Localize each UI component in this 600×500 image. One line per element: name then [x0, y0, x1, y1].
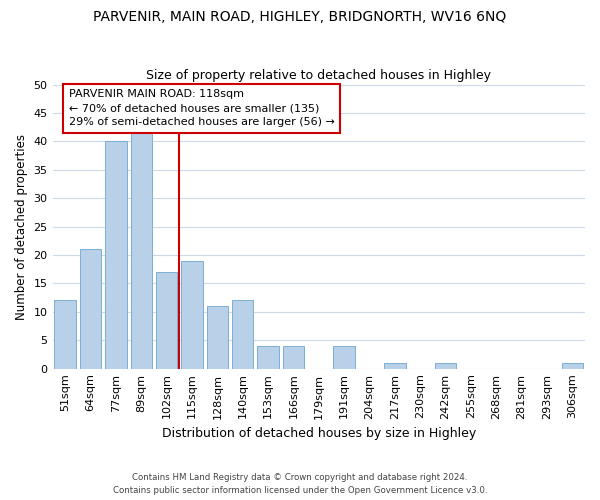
Bar — [181, 260, 203, 368]
Text: Contains HM Land Registry data © Crown copyright and database right 2024.
Contai: Contains HM Land Registry data © Crown c… — [113, 474, 487, 495]
Y-axis label: Number of detached properties: Number of detached properties — [15, 134, 28, 320]
Bar — [562, 363, 583, 368]
Title: Size of property relative to detached houses in Highley: Size of property relative to detached ho… — [146, 69, 491, 82]
Bar — [257, 346, 279, 368]
Bar — [206, 306, 228, 368]
Bar — [105, 142, 127, 368]
Bar — [384, 363, 406, 368]
Bar — [80, 250, 101, 368]
X-axis label: Distribution of detached houses by size in Highley: Distribution of detached houses by size … — [161, 427, 476, 440]
Bar — [283, 346, 304, 368]
Bar — [131, 130, 152, 368]
Bar — [435, 363, 457, 368]
Bar — [55, 300, 76, 368]
Bar — [156, 272, 178, 368]
Bar — [334, 346, 355, 368]
Bar — [232, 300, 253, 368]
Text: PARVENIR, MAIN ROAD, HIGHLEY, BRIDGNORTH, WV16 6NQ: PARVENIR, MAIN ROAD, HIGHLEY, BRIDGNORTH… — [94, 10, 506, 24]
Text: PARVENIR MAIN ROAD: 118sqm
← 70% of detached houses are smaller (135)
29% of sem: PARVENIR MAIN ROAD: 118sqm ← 70% of deta… — [69, 89, 335, 127]
